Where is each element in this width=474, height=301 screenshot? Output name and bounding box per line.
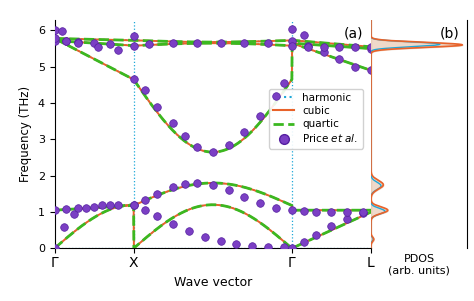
- Point: [344, 209, 351, 214]
- Point: [181, 181, 189, 186]
- Point: [359, 211, 367, 216]
- Point: [304, 44, 311, 49]
- Point: [154, 191, 161, 196]
- Point: [320, 49, 328, 54]
- Point: [201, 234, 209, 239]
- Point: [264, 244, 272, 249]
- Legend: harmonic, cubic, quartic, Price $et\ al.$: harmonic, cubic, quartic, Price $et\ al.…: [269, 89, 363, 148]
- Point: [288, 245, 296, 250]
- Point: [264, 41, 272, 45]
- Point: [185, 228, 193, 233]
- Point: [280, 245, 288, 250]
- Point: [193, 41, 201, 45]
- Point: [63, 39, 70, 44]
- Point: [336, 44, 343, 49]
- Point: [336, 56, 343, 61]
- Point: [51, 246, 58, 251]
- Point: [300, 239, 308, 244]
- Point: [146, 42, 153, 47]
- Point: [74, 40, 82, 45]
- Point: [63, 38, 70, 43]
- Point: [300, 33, 308, 37]
- Point: [193, 145, 201, 150]
- Point: [288, 38, 296, 43]
- Point: [169, 185, 177, 190]
- Point: [142, 208, 149, 213]
- Point: [241, 194, 248, 199]
- Point: [367, 46, 375, 51]
- Point: [272, 205, 280, 210]
- Point: [74, 205, 82, 210]
- Point: [154, 104, 161, 109]
- Point: [130, 203, 137, 208]
- Point: [351, 44, 359, 49]
- Point: [71, 211, 78, 216]
- Point: [209, 150, 217, 154]
- Point: [142, 198, 149, 203]
- Point: [288, 26, 296, 31]
- Point: [59, 29, 66, 34]
- Point: [209, 182, 217, 187]
- Point: [106, 203, 114, 208]
- Point: [272, 93, 280, 98]
- Point: [225, 188, 232, 193]
- Point: [280, 81, 288, 85]
- Text: (a): (a): [344, 26, 363, 40]
- Point: [233, 242, 240, 247]
- Point: [90, 204, 98, 209]
- Point: [94, 44, 102, 49]
- Point: [241, 130, 248, 135]
- Point: [256, 113, 264, 118]
- Point: [106, 42, 114, 47]
- Point: [320, 44, 328, 49]
- X-axis label: PDOS
(arb. units): PDOS (arb. units): [388, 254, 450, 275]
- Point: [82, 206, 90, 211]
- Point: [63, 207, 70, 212]
- Point: [114, 202, 122, 207]
- Point: [217, 41, 225, 45]
- Point: [344, 217, 351, 222]
- Point: [90, 41, 98, 45]
- Point: [328, 209, 335, 214]
- Point: [130, 77, 137, 82]
- Point: [51, 28, 58, 33]
- Text: (b): (b): [439, 26, 459, 40]
- Point: [98, 203, 106, 208]
- Point: [142, 88, 149, 93]
- Point: [169, 121, 177, 126]
- Point: [169, 221, 177, 226]
- Point: [51, 38, 58, 43]
- Point: [169, 41, 177, 45]
- Point: [60, 224, 68, 229]
- Point: [225, 142, 232, 147]
- Y-axis label: Frequency (THz): Frequency (THz): [19, 86, 32, 182]
- Point: [74, 41, 82, 45]
- Point: [130, 43, 137, 48]
- Point: [241, 41, 248, 45]
- Point: [130, 33, 137, 38]
- Point: [51, 208, 58, 213]
- Point: [217, 239, 225, 244]
- Point: [351, 64, 359, 69]
- Point: [193, 181, 201, 185]
- Point: [367, 68, 375, 73]
- Point: [181, 133, 189, 138]
- Point: [312, 232, 319, 237]
- Point: [367, 44, 375, 49]
- Point: [288, 208, 296, 213]
- Point: [256, 200, 264, 205]
- Point: [328, 223, 335, 228]
- Point: [51, 36, 58, 41]
- Point: [288, 43, 296, 48]
- Point: [248, 244, 256, 248]
- X-axis label: Wave vector: Wave vector: [173, 275, 252, 289]
- Point: [130, 203, 137, 208]
- Point: [304, 43, 311, 48]
- Point: [154, 214, 161, 219]
- Point: [359, 209, 367, 214]
- Point: [300, 209, 308, 214]
- Point: [312, 209, 319, 214]
- Point: [114, 48, 122, 53]
